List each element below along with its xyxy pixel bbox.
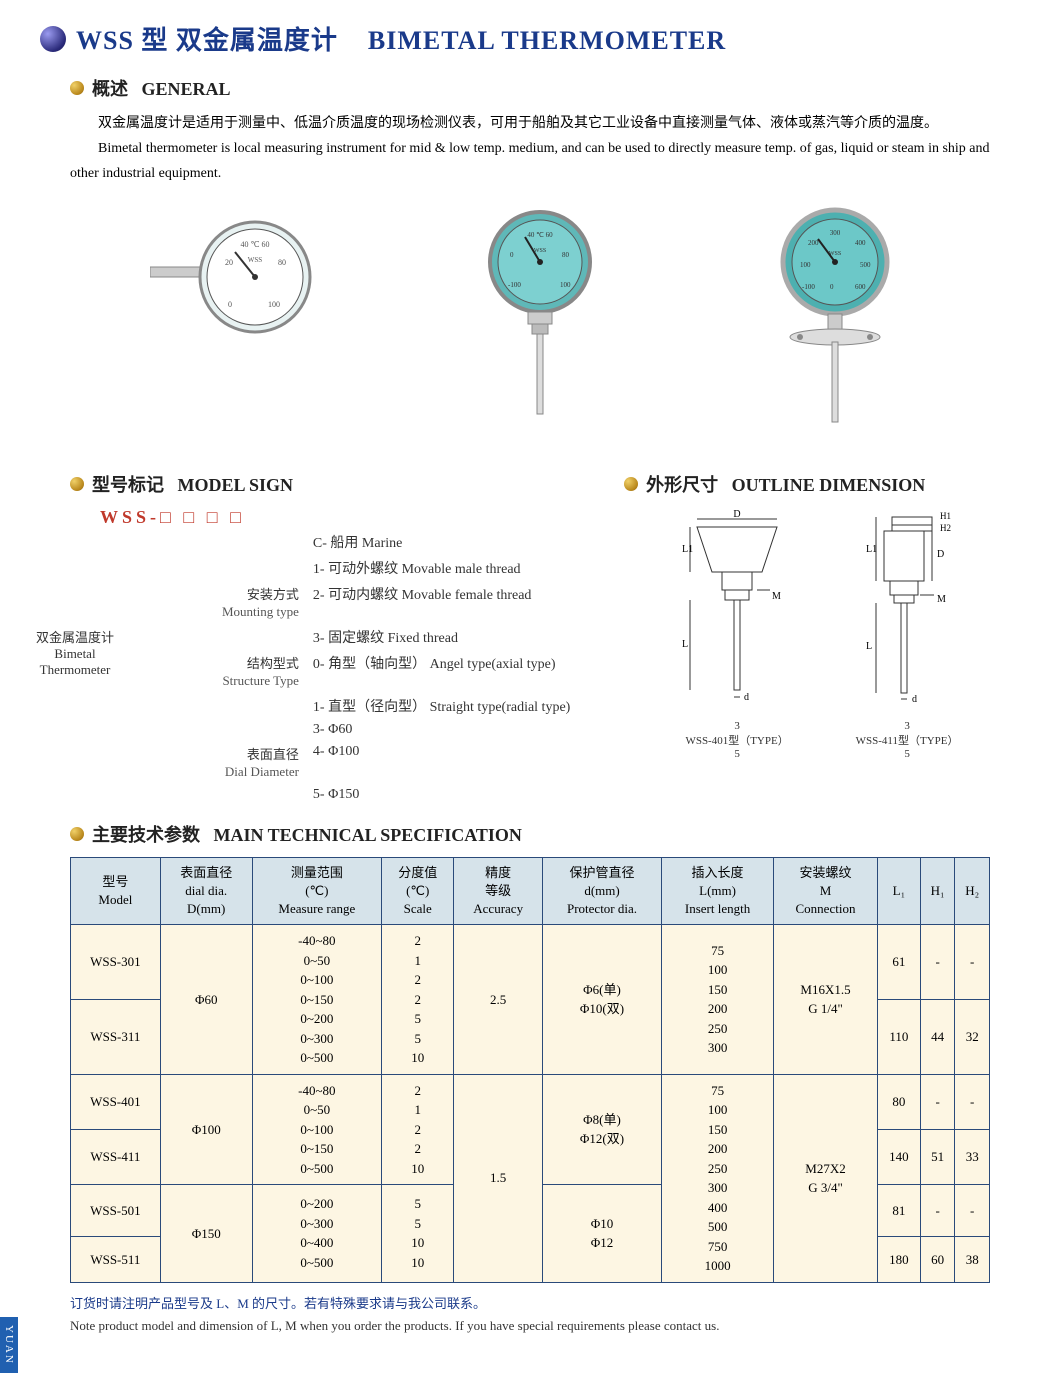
note-cn: 订货时请注明产品型号及 L、M 的尺寸。若有特殊要求请与我公司联系。 bbox=[70, 1293, 990, 1312]
svg-text:40 ℃ 60: 40 ℃ 60 bbox=[241, 240, 270, 249]
svg-text:40 ℃ 60: 40 ℃ 60 bbox=[527, 231, 553, 239]
spec-table: 型号Model 表面直径dial dia.D(mm) 测量范围(℃)Measur… bbox=[70, 857, 990, 1283]
svg-text:L: L bbox=[682, 639, 688, 650]
table-row: WSS-301 Φ60 -40~80 0~50 0~100 0~150 0~20… bbox=[71, 925, 990, 1000]
section-model-sign-header: 型号标记 MODEL SIGN bbox=[70, 471, 594, 497]
section-spec-title: 主要技术参数 MAIN TECHNICAL SPECIFICATION bbox=[92, 821, 522, 847]
title-cn: WSS 型 双金属温度计 bbox=[76, 26, 338, 55]
svg-text:0: 0 bbox=[830, 283, 834, 291]
svg-text:80: 80 bbox=[562, 251, 570, 259]
table-row: WSS-401 Φ100 -40~80 0~50 0~100 0~150 0~5… bbox=[71, 1074, 990, 1129]
svg-text:200: 200 bbox=[808, 239, 819, 247]
root-label-en2: Thermometer bbox=[40, 662, 111, 677]
side-tab: YUAN bbox=[0, 1317, 18, 1373]
bullet-icon bbox=[70, 477, 84, 491]
outline-figures: D L1 M L d 3 WSS-401型（TYPE） 5 H1 bbox=[624, 507, 1020, 760]
svg-text:L1: L1 bbox=[866, 544, 877, 555]
svg-text:H1: H1 bbox=[940, 511, 951, 521]
bullet-icon bbox=[70, 827, 84, 841]
svg-text:300: 300 bbox=[830, 229, 841, 237]
note-en: Note product model and dimension of L, M… bbox=[70, 1318, 990, 1334]
svg-text:400: 400 bbox=[855, 239, 866, 247]
svg-text:d: d bbox=[912, 694, 917, 705]
svg-text:-100: -100 bbox=[802, 283, 815, 291]
page-title: WSS 型 双金属温度计 BIMETAL THERMOMETER bbox=[76, 20, 726, 57]
svg-text:D: D bbox=[733, 509, 740, 520]
gauge-back: 40 ℃ 60 20 80 0 100 WSS bbox=[150, 207, 320, 427]
svg-text:600: 600 bbox=[855, 283, 866, 291]
general-text-cn: 双金属温度计是适用于测量中、低温介质温度的现场检测仪表，可用于船舶及其它工业设备… bbox=[70, 111, 1020, 136]
outline-fig-411: H1 H2 D L1 M L d 3 WSS-411型（TYPE） 5 bbox=[832, 507, 982, 760]
bullet-icon bbox=[70, 81, 84, 95]
model-sign-diagram: WSS-□ □ □ □ 双金属温度计 Bimetal Thermometer C… bbox=[100, 507, 594, 807]
svg-text:20: 20 bbox=[225, 258, 233, 267]
bullet-icon bbox=[624, 477, 638, 491]
svg-text:100: 100 bbox=[560, 281, 571, 289]
svg-text:H2: H2 bbox=[940, 523, 951, 533]
general-text-en: Bimetal thermometer is local measuring i… bbox=[70, 136, 1020, 186]
gauge-flange: 300 200 400 100 500 -100 600 0 WSS bbox=[760, 207, 910, 427]
section-outline-title: 外形尺寸 OUTLINE DIMENSION bbox=[646, 471, 925, 497]
svg-text:WSS: WSS bbox=[248, 256, 263, 264]
svg-text:d: d bbox=[744, 692, 749, 703]
section-outline-header: 外形尺寸 OUTLINE DIMENSION bbox=[624, 471, 1020, 497]
svg-text:0: 0 bbox=[228, 300, 232, 309]
svg-text:M: M bbox=[937, 594, 946, 605]
svg-text:0: 0 bbox=[510, 251, 514, 259]
svg-text:L1: L1 bbox=[682, 544, 693, 555]
root-label-en1: Bimetal bbox=[54, 646, 95, 661]
gauge-bottom-stem: 40 ℃ 60 0 80 -100 100 WSS bbox=[480, 207, 600, 427]
page-title-row: WSS 型 双金属温度计 BIMETAL THERMOMETER bbox=[40, 20, 1020, 57]
table-header-row: 型号Model 表面直径dial dia.D(mm) 测量范围(℃)Measur… bbox=[71, 857, 990, 925]
model-prefix: WSS-□ □ □ □ bbox=[100, 507, 245, 527]
section-spec-header: 主要技术参数 MAIN TECHNICAL SPECIFICATION bbox=[70, 821, 1020, 847]
section-general-header: 概述 GENERAL bbox=[70, 75, 1020, 101]
title-en: BIMETAL THERMOMETER bbox=[368, 26, 726, 55]
sphere-icon bbox=[40, 26, 66, 52]
root-label-cn: 双金属温度计 bbox=[36, 630, 114, 645]
svg-text:D: D bbox=[937, 549, 944, 560]
section-model-sign-title: 型号标记 MODEL SIGN bbox=[92, 471, 293, 497]
svg-text:100: 100 bbox=[800, 261, 811, 269]
svg-text:80: 80 bbox=[278, 258, 286, 267]
svg-text:L: L bbox=[866, 641, 872, 652]
svg-text:M: M bbox=[772, 591, 781, 602]
section-general-title: 概述 GENERAL bbox=[92, 75, 231, 101]
svg-text:100: 100 bbox=[268, 300, 280, 309]
gauge-images-row: 40 ℃ 60 20 80 0 100 WSS 40 ℃ 60 0 80 -10… bbox=[70, 207, 990, 427]
outline-fig-401: D L1 M L d 3 WSS-401型（TYPE） 5 bbox=[662, 507, 812, 760]
svg-text:-100: -100 bbox=[508, 281, 521, 289]
svg-text:500: 500 bbox=[860, 261, 871, 269]
